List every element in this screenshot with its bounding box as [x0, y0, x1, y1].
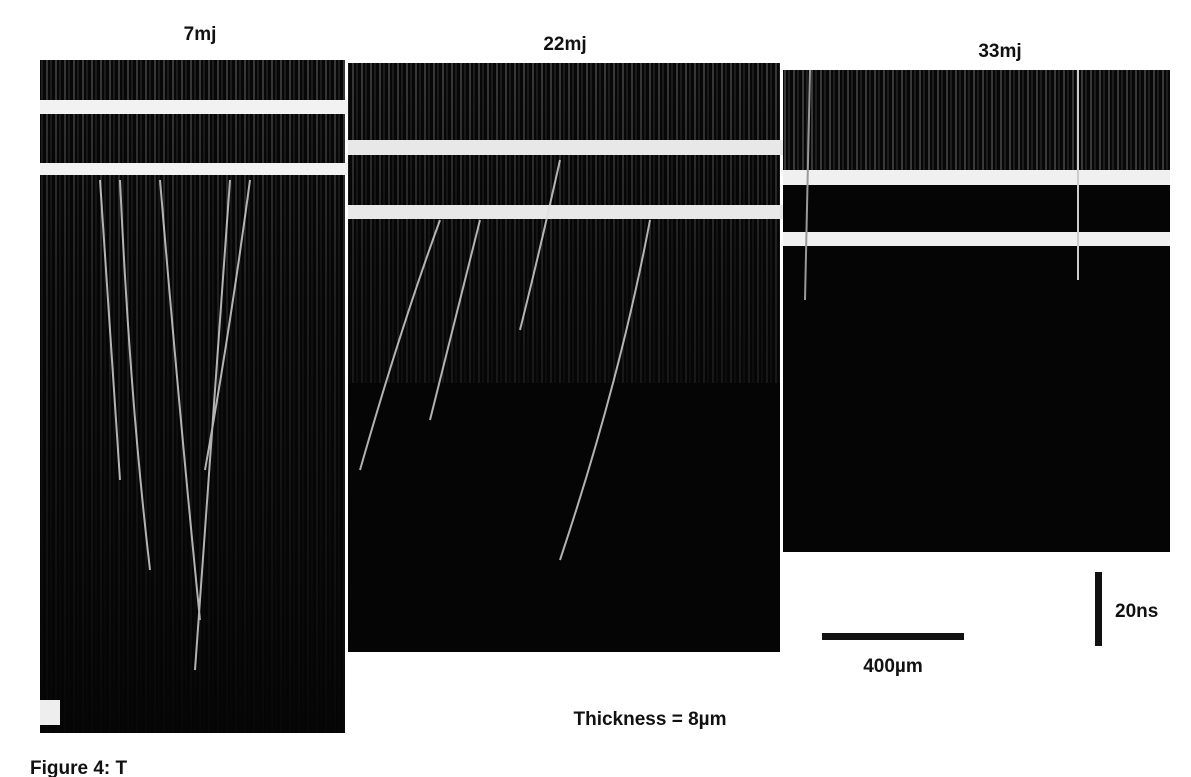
panel-label: 33mj	[978, 41, 1021, 62]
caption: Figure 4: T	[30, 758, 128, 777]
streak-image-1	[40, 60, 350, 733]
time-scale-label: 20ns	[1115, 601, 1158, 622]
time-scale-bar	[1095, 572, 1102, 646]
length-scale-bar	[822, 633, 964, 640]
panel-label: 22mj	[543, 34, 586, 55]
length-scale-label: 400µm	[863, 656, 923, 677]
thickness-note: Thickness = 8µm	[574, 709, 727, 730]
streak-image-3	[783, 69, 1170, 552]
panel-label: 7mj	[184, 24, 217, 45]
streak-image-2	[348, 63, 788, 652]
